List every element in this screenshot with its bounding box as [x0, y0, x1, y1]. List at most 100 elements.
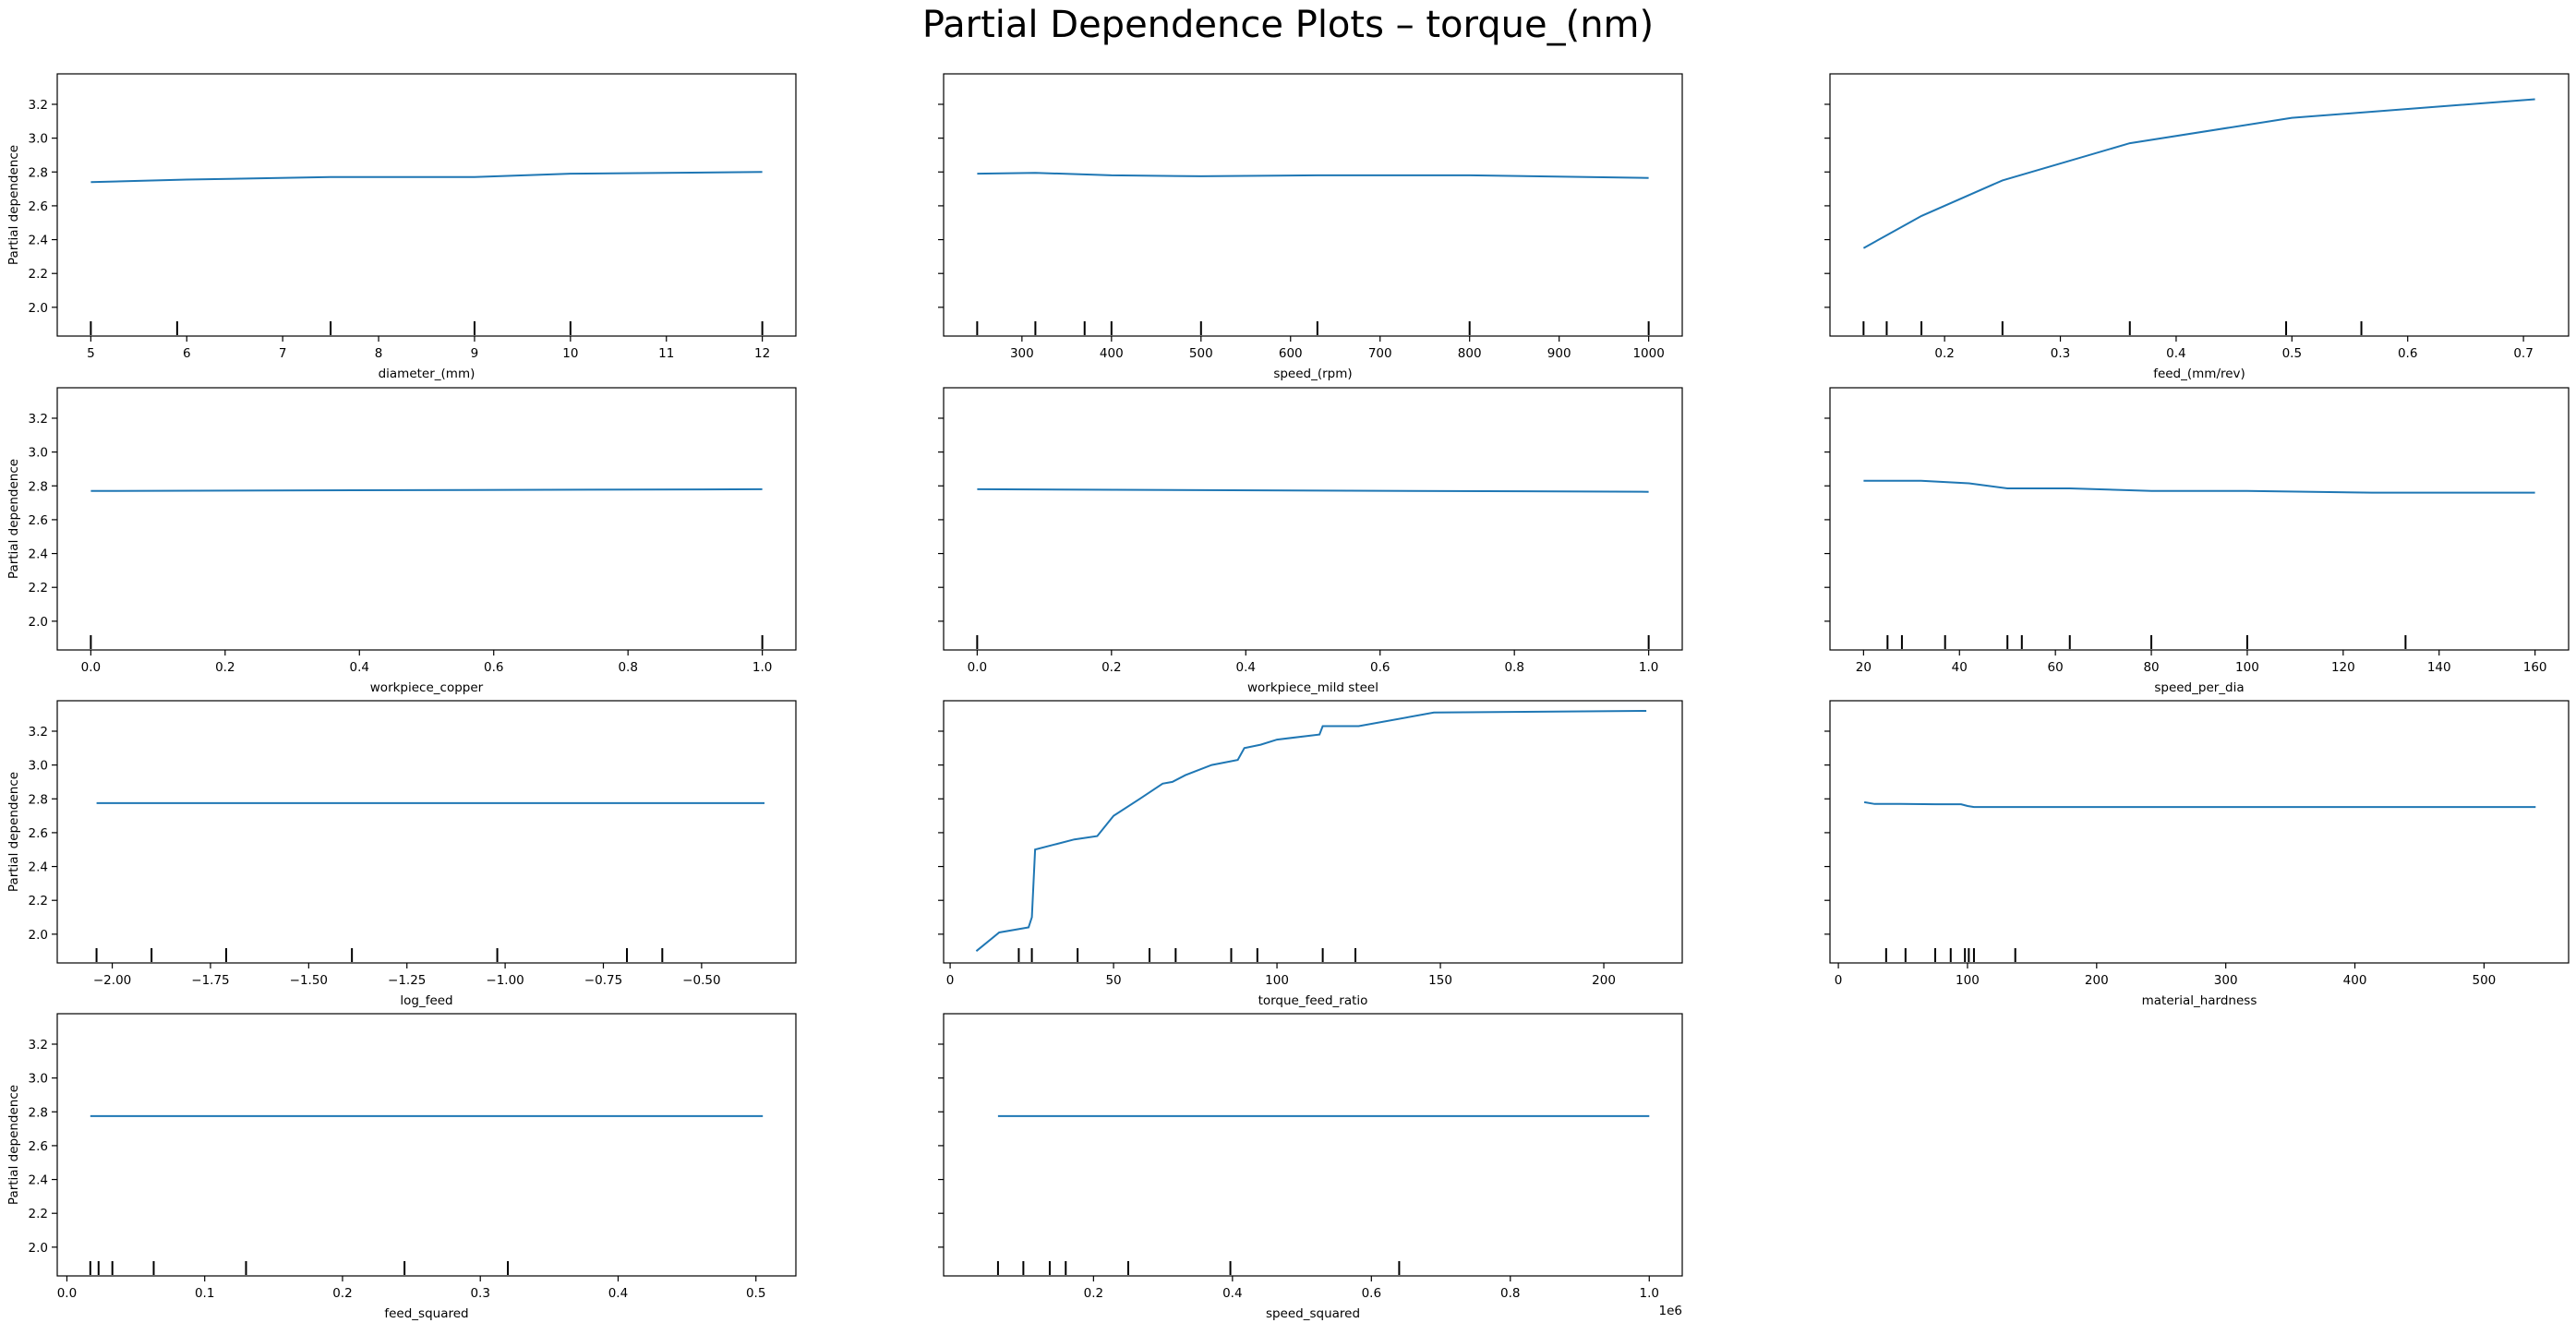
y-axis-label: Partial dependence — [6, 1085, 21, 1205]
x-tick-label: 9 — [471, 346, 479, 361]
x-tick-label: 100 — [1956, 973, 1980, 988]
x-tick-label: 300 — [1010, 346, 1034, 361]
axes-frame — [943, 387, 1683, 651]
subplot-speed-squared: 0.2 0.4 0.6 0.8 1.0 speed_squared 1e6 — [938, 1013, 1683, 1321]
partial-dependence-line — [1862, 98, 2535, 249]
x-tick-label: 0.7 — [2513, 346, 2533, 361]
subplot-feed-squared: 2.0 2.2 2.4 2.6 2.8 3.0 3.2 0.0 0.1 0.2 0.3 0.4 0.5 f… — [6, 1013, 797, 1321]
x-tick-label: −0.75 — [584, 973, 622, 988]
y-tick-label: 2.2 — [29, 894, 48, 908]
subplot-speed-rpm-: 300 400 500 600 700 800 900 1000 speed_(rpm) — [938, 73, 1683, 381]
x-tick-label: 0.3 — [470, 1286, 489, 1301]
x-tick-label: 0.0 — [57, 1286, 77, 1301]
y-tick-label: 2.0 — [29, 1241, 48, 1256]
axes-frame — [943, 1013, 1683, 1277]
x-tick-label: 0.2 — [1934, 346, 1954, 361]
x-tick-label: −1.25 — [388, 973, 426, 988]
x-tick-label: 0.4 — [608, 1286, 628, 1301]
y-tick-label: 2.6 — [29, 1139, 48, 1154]
x-tick-label: −1.50 — [290, 973, 328, 988]
x-tick-label: −2.00 — [93, 973, 131, 988]
y-tick-label: 2.6 — [29, 513, 48, 528]
x-tick-label: 0.0 — [968, 660, 987, 675]
x-tick-label: 100 — [1265, 973, 1289, 988]
axes-frame — [943, 700, 1683, 964]
x-tick-label: 700 — [1368, 346, 1392, 361]
x-axis-label: feed_(mm/rev) — [2153, 367, 2245, 381]
x-tick-label: 0 — [1835, 973, 1843, 988]
partial-dependence-line — [977, 172, 1649, 179]
axes-frame — [56, 1013, 797, 1277]
x-tick-label: 1.0 — [752, 660, 772, 675]
x-tick-label: 0.6 — [1370, 660, 1390, 675]
y-tick-label: 2.0 — [29, 301, 48, 316]
x-tick-label: 0.5 — [2282, 346, 2302, 361]
y-tick-label: 3.2 — [29, 98, 48, 113]
x-tick-label: 11 — [658, 346, 674, 361]
partial-dependence-line — [977, 487, 1649, 493]
y-tick-label: 2.2 — [29, 581, 48, 595]
x-axis-label: workpiece_copper — [370, 680, 484, 695]
x-axis-label: speed_squared — [1266, 1306, 1360, 1321]
axes-frame — [1829, 387, 2570, 651]
x-tick-label: 40 — [1952, 660, 1968, 675]
axes-frame — [1829, 700, 2570, 964]
x-tick-label: 0.6 — [2398, 346, 2417, 361]
y-tick-label: 3.0 — [29, 1072, 48, 1087]
axes-frame — [56, 700, 797, 964]
y-tick-label: 2.6 — [29, 199, 48, 214]
x-tick-label: 8 — [375, 346, 383, 361]
x-tick-label: 200 — [1592, 973, 1616, 988]
x-tick-label: 0.2 — [215, 660, 235, 675]
y-axis-label: Partial dependence — [6, 772, 21, 892]
x-tick-label: 0.8 — [1500, 1286, 1520, 1301]
y-tick-label: 3.0 — [29, 132, 48, 147]
x-tick-label: 400 — [1100, 346, 1124, 361]
x-tick-label: −0.50 — [682, 973, 720, 988]
x-tick-label: 5 — [87, 346, 95, 361]
y-tick-label: 2.4 — [29, 234, 48, 248]
x-tick-label: 6 — [183, 346, 191, 361]
y-axis-label: Partial dependence — [6, 145, 21, 265]
y-tick-label: 3.2 — [29, 725, 48, 740]
x-tick-label: 0.8 — [1504, 660, 1523, 675]
partial-dependence-line — [90, 171, 763, 184]
x-tick-label: 0.8 — [618, 660, 637, 675]
y-tick-label: 2.2 — [29, 267, 48, 282]
subplot-material-hardness: 0 100 200 300 400 500 material_hardness — [1824, 700, 2570, 1008]
x-tick-label: 0.4 — [2166, 346, 2185, 361]
y-tick-label: 3.2 — [29, 412, 48, 427]
y-tick-label: 2.8 — [29, 1105, 48, 1120]
x-tick-label: 1000 — [1632, 346, 1664, 361]
y-tick-label: 2.8 — [29, 165, 48, 180]
x-axis-label: speed_(rpm) — [1273, 367, 1352, 381]
y-tick-label: 3.0 — [29, 446, 48, 461]
partial-dependence-line — [90, 487, 763, 492]
y-tick-label: 2.8 — [29, 479, 48, 494]
partial-dependence-line — [1863, 479, 2535, 494]
x-tick-label: 400 — [2343, 973, 2367, 988]
x-tick-label: 500 — [2473, 973, 2497, 988]
axes-frame — [943, 73, 1683, 337]
subplot-grid: 2.0 2.2 2.4 2.6 2.8 3.0 3.2 5 6 7 8 9 10 11 12 diameter… — [6, 73, 2570, 1321]
x-tick-label: 0 — [946, 973, 955, 988]
x-tick-label: 140 — [2427, 660, 2451, 675]
x-tick-label: 0.4 — [350, 660, 369, 675]
partial-dependence-line — [1863, 800, 2536, 809]
x-tick-label: 0.4 — [1222, 1286, 1242, 1301]
x-tick-label: 0.0 — [81, 660, 101, 675]
x-tick-label: 120 — [2331, 660, 2355, 675]
x-tick-label: 0.3 — [2051, 346, 2070, 361]
x-axis-label: workpiece_mild steel — [1247, 680, 1378, 695]
y-tick-label: 2.0 — [29, 615, 48, 630]
x-axis-label: diameter_(mm) — [379, 367, 475, 381]
x-tick-label: 10 — [562, 346, 578, 361]
x-tick-label: 60 — [2048, 660, 2064, 675]
x-tick-label: −1.00 — [486, 973, 524, 988]
x-axis-label: speed_per_dia — [2154, 680, 2244, 695]
subplot-workpiece-mild-steel: 0.0 0.2 0.4 0.6 0.8 1.0 workpiece_mild steel — [938, 387, 1683, 695]
x-tick-label: 0.4 — [1236, 660, 1256, 675]
x-offset-label: 1e6 — [1659, 1304, 1682, 1318]
x-tick-label: 20 — [1856, 660, 1872, 675]
